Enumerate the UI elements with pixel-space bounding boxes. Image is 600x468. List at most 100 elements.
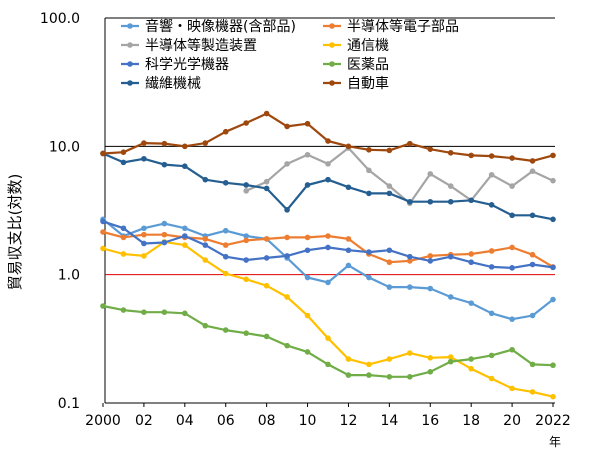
x-tick-label: 2000 — [85, 413, 121, 429]
data-point — [325, 161, 331, 167]
series-line — [102, 112, 554, 162]
data-point — [427, 258, 434, 264]
data-point — [468, 300, 474, 306]
data-point — [325, 138, 331, 144]
data-point — [304, 151, 311, 158]
data-point — [407, 350, 413, 356]
data-point — [202, 257, 209, 263]
series-line — [245, 146, 554, 205]
data-point — [304, 274, 311, 281]
data-point — [345, 372, 352, 378]
data-point — [386, 259, 393, 266]
data-point — [427, 355, 434, 361]
data-point — [386, 374, 393, 380]
data-point — [120, 149, 127, 156]
data-point — [222, 179, 229, 186]
legend-label: 半導体等電子部品 — [347, 18, 459, 35]
data-point — [141, 309, 147, 315]
data-point — [161, 231, 168, 238]
y-tick-label: 10.0 — [49, 139, 80, 155]
legend-swatch-marker — [329, 23, 335, 29]
data-point — [509, 316, 515, 322]
data-point — [407, 258, 413, 264]
data-point — [468, 197, 474, 204]
data-point — [202, 176, 209, 183]
data-point — [386, 284, 393, 290]
data-point — [284, 342, 290, 349]
data-point — [100, 229, 106, 235]
x-axis-label: 年 — [549, 435, 561, 449]
data-point — [488, 264, 495, 270]
x-tick-label: 02 — [135, 413, 153, 429]
data-point — [550, 264, 556, 271]
data-point — [550, 216, 556, 223]
data-point — [100, 218, 106, 225]
data-point — [427, 171, 434, 177]
data-point — [447, 294, 454, 300]
data-point — [427, 198, 434, 205]
data-point — [529, 251, 536, 258]
data-point — [222, 227, 229, 234]
data-point — [325, 244, 331, 251]
data-point — [182, 163, 188, 170]
data-point — [509, 212, 515, 219]
legend-swatch-marker — [127, 42, 133, 48]
data-point — [386, 247, 393, 254]
data-point — [407, 140, 413, 147]
data-point — [345, 262, 352, 269]
data-point — [141, 225, 147, 232]
data-point — [284, 207, 290, 213]
data-point — [120, 251, 127, 257]
data-point — [243, 182, 249, 188]
data-point — [100, 303, 106, 309]
data-point — [202, 242, 209, 248]
data-point — [182, 310, 188, 317]
data-point — [386, 183, 393, 189]
data-point — [447, 354, 454, 360]
legend-label: 音響・映像機器(含部品) — [145, 18, 296, 35]
data-point — [263, 333, 270, 340]
series-7 — [100, 110, 556, 164]
data-point — [366, 146, 372, 153]
data-point — [345, 356, 352, 362]
data-point — [222, 253, 229, 260]
data-point — [447, 183, 454, 189]
data-point — [427, 253, 434, 259]
data-point — [182, 225, 188, 232]
x-axis-ticks: 2000 02 04 06 08 10 12 14 16 18 20 2022 — [85, 403, 571, 429]
data-point — [304, 120, 311, 127]
legend-swatch-marker — [329, 80, 335, 86]
data-point — [120, 234, 127, 241]
data-point — [366, 372, 372, 378]
legend-item: 通信機 — [323, 38, 389, 54]
y-axis-ticks: 100.0 10.0 1.0 0.1 — [40, 11, 80, 412]
data-point — [345, 143, 352, 150]
data-point — [427, 285, 434, 292]
legend-label: 科学光学機器 — [145, 57, 229, 73]
data-point — [529, 389, 536, 395]
data-point — [345, 236, 352, 242]
data-point — [100, 245, 106, 252]
y-tick-label: 1.0 — [58, 268, 80, 284]
data-point — [488, 310, 495, 317]
data-point — [488, 352, 495, 359]
data-point — [529, 261, 536, 268]
data-point — [161, 140, 168, 147]
data-point — [304, 182, 311, 188]
data-point — [509, 155, 515, 161]
data-point — [120, 307, 127, 313]
data-point — [509, 265, 515, 271]
data-point — [345, 184, 352, 191]
data-point — [161, 220, 168, 227]
legend-swatch-marker — [329, 61, 335, 67]
data-point — [550, 296, 556, 303]
data-point — [509, 346, 515, 353]
data-point — [202, 140, 209, 146]
data-point — [284, 123, 290, 130]
x-tick-label: 20 — [503, 413, 521, 429]
data-point — [468, 259, 474, 266]
data-point — [222, 128, 229, 135]
